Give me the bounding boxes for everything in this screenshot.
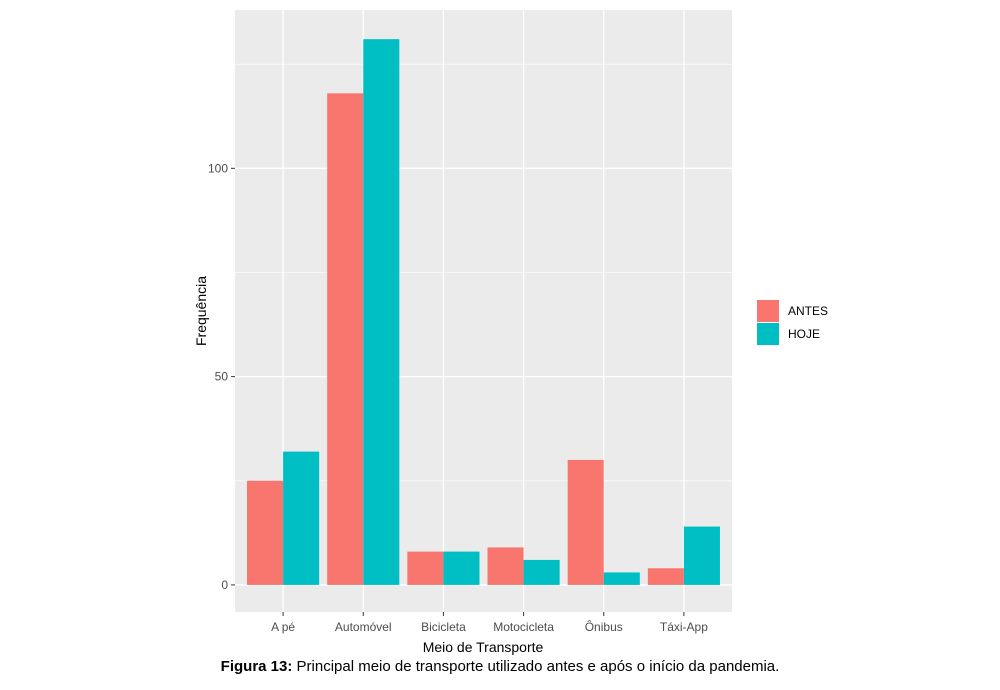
x-tick-label: Bicicleta [421,620,466,634]
x-tick-label: Automóvel [335,620,392,634]
caption-text: Principal meio de transporte utilizado a… [292,658,780,675]
bar-hoje [603,572,640,585]
y-axis-ticks: 0 50 100 [208,161,235,592]
x-tick-label: Ônibus [585,619,623,634]
y-tick-label: 100 [208,161,228,175]
x-tick-label: Táxi-App [660,620,708,634]
x-tick-label: A pé [271,620,295,634]
y-axis-title: Frequência [193,276,209,346]
bar-antes [487,547,524,585]
bars [247,39,720,585]
bar-antes [247,480,284,585]
figure-caption: Figura 13: Principal meio de transporte … [0,658,1000,675]
bar-antes [567,459,604,585]
bar-hoje [283,451,320,585]
bar-antes [647,568,684,585]
y-tick-label: 50 [215,370,229,384]
bar-antes [407,551,444,585]
legend-label: ANTES [788,304,828,318]
x-tick-label: Motocicleta [493,620,554,634]
bar-antes [327,93,364,585]
legend-key-hoje [757,323,779,345]
x-axis-title: Meio de Transporte [423,639,544,655]
bar-hoje [523,559,560,585]
legend-key-antes [757,300,779,322]
bar-hoje [443,551,480,585]
legend: ANTES HOJE [757,300,828,345]
caption-label: Figura 13: [220,658,293,675]
x-axis-ticks: A pé Automóvel Bicicleta Motocicleta Ônibus T… [271,612,708,634]
bar-hoje [683,526,720,585]
bar-chart: 0 50 100 A pé Automóvel Bicicleta Motocicleta… [193,10,828,655]
legend-label: HOJE [788,327,820,341]
y-tick-label: 0 [221,578,228,592]
bar-hoje [363,39,400,585]
